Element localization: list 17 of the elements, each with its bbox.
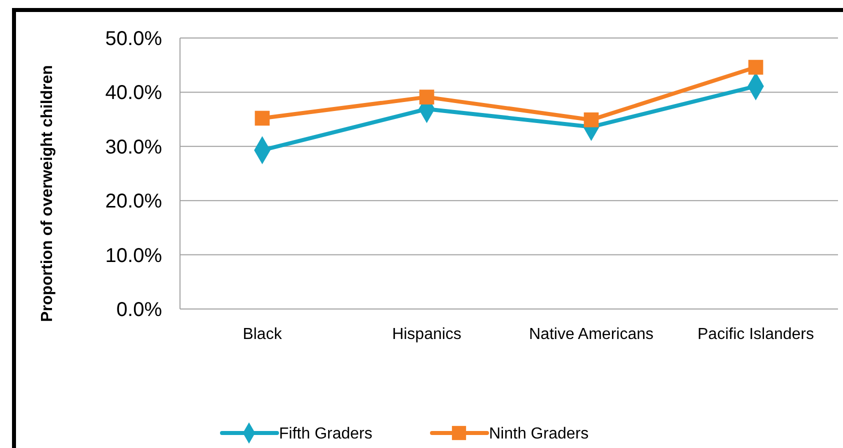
- point: [584, 112, 599, 128]
- x-tick-label: Black: [242, 326, 283, 343]
- point: [254, 110, 270, 126]
- y-tick-label: 50.0%: [105, 28, 162, 50]
- y-tick-label: 40.0%: [105, 82, 162, 104]
- y-tick-label: 20.0%: [105, 190, 162, 213]
- legend-label: Ninth Graders: [489, 426, 589, 443]
- legend-label: Fifth Graders: [279, 426, 372, 443]
- x-tick-label: Hispanics: [392, 326, 462, 343]
- y-tick-label: 0.0%: [116, 299, 162, 321]
- y-axis-title: Proportion of overweight children: [39, 65, 56, 322]
- y-tick-label: 10.0%: [105, 244, 162, 267]
- point: [748, 60, 764, 75]
- x-tick-label: Native Americans: [529, 326, 654, 343]
- point: [419, 90, 434, 104]
- x-tick-label: Pacific Islanders: [698, 326, 814, 343]
- y-tick-label: 30.0%: [105, 136, 162, 158]
